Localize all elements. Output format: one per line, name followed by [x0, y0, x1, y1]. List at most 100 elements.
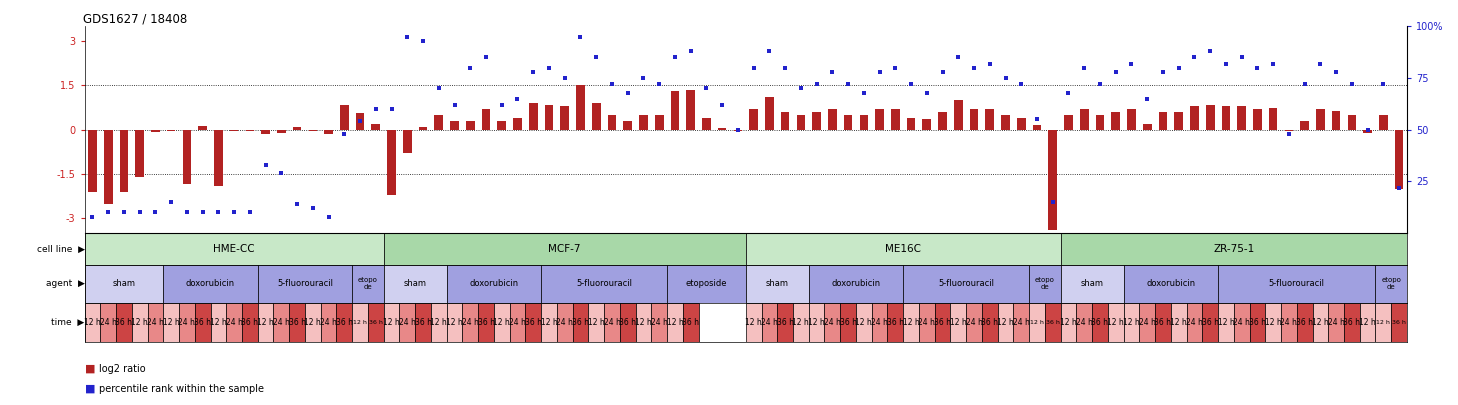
Text: 12 h: 12 h — [257, 318, 274, 327]
Bar — [668, 303, 682, 342]
Point — [962, 64, 986, 71]
Bar — [120, 130, 128, 192]
Bar — [434, 115, 443, 130]
Bar — [624, 121, 631, 130]
Text: 12 h: 12 h — [430, 318, 448, 327]
Bar — [372, 124, 381, 130]
Point — [411, 38, 434, 44]
Point — [695, 85, 719, 92]
Bar — [1222, 106, 1231, 130]
Point — [647, 81, 671, 87]
Point — [348, 118, 372, 125]
Text: 36 h: 36 h — [115, 318, 133, 327]
Bar — [981, 303, 997, 342]
Bar — [636, 303, 652, 342]
Point — [679, 48, 703, 54]
Bar — [1344, 303, 1360, 342]
Text: GDS1627 / 18408: GDS1627 / 18408 — [83, 12, 188, 25]
Bar — [462, 303, 478, 342]
Text: MCF-7: MCF-7 — [548, 244, 580, 254]
Point — [553, 75, 576, 81]
Text: 36 h: 36 h — [414, 318, 432, 327]
Point — [663, 54, 687, 61]
Bar — [1206, 104, 1215, 130]
Bar — [1328, 303, 1344, 342]
Bar — [1375, 265, 1407, 303]
Text: 24 h: 24 h — [919, 318, 935, 327]
Point — [710, 102, 733, 108]
Bar — [1060, 233, 1407, 265]
Bar — [289, 303, 305, 342]
Text: 36 h: 36 h — [1392, 320, 1406, 325]
Point — [631, 75, 655, 81]
Point — [207, 209, 230, 216]
Point — [1324, 68, 1347, 75]
Point — [96, 209, 120, 216]
Bar — [478, 303, 494, 342]
Bar — [152, 130, 160, 132]
Text: 24 h: 24 h — [99, 318, 117, 327]
Bar — [367, 303, 383, 342]
Text: 12 h: 12 h — [85, 318, 101, 327]
Bar — [1095, 115, 1104, 130]
Point — [1120, 60, 1143, 67]
Bar — [888, 303, 903, 342]
Text: 36 h: 36 h — [840, 318, 857, 327]
Bar — [1064, 115, 1073, 130]
Bar — [765, 97, 774, 130]
Bar — [529, 103, 538, 130]
Point — [1041, 199, 1064, 205]
Point — [506, 96, 529, 102]
Bar — [85, 233, 383, 265]
Bar — [935, 303, 951, 342]
Point — [1136, 96, 1159, 102]
Bar — [828, 109, 837, 130]
Point — [1372, 81, 1395, 87]
Bar — [446, 303, 462, 342]
Text: 36 h: 36 h — [478, 318, 494, 327]
Bar — [321, 303, 337, 342]
Point — [223, 209, 246, 216]
Bar — [824, 303, 840, 342]
Bar — [812, 112, 821, 130]
Point — [191, 209, 214, 216]
Bar — [682, 303, 698, 342]
Point — [254, 162, 277, 168]
Bar — [163, 303, 179, 342]
Text: 24 h: 24 h — [824, 318, 841, 327]
Point — [80, 213, 104, 220]
Bar — [210, 303, 226, 342]
Bar — [1252, 109, 1261, 130]
Bar — [1379, 115, 1388, 130]
Bar — [1111, 112, 1120, 130]
Bar — [147, 303, 163, 342]
Bar — [1347, 115, 1356, 130]
Text: 12 h: 12 h — [1123, 318, 1140, 327]
Text: 36 h: 36 h — [1343, 318, 1360, 327]
Bar — [541, 265, 668, 303]
Bar — [997, 303, 1013, 342]
Bar — [1296, 303, 1312, 342]
Bar — [388, 130, 397, 195]
Text: 5-fluorouracil: 5-fluorouracil — [277, 279, 332, 288]
Point — [1215, 60, 1238, 67]
Bar — [1029, 303, 1045, 342]
Bar — [796, 115, 805, 130]
Bar — [117, 303, 131, 342]
Bar — [604, 303, 620, 342]
Text: 12 h: 12 h — [1264, 318, 1282, 327]
Text: 36 h: 36 h — [572, 318, 589, 327]
Bar — [418, 127, 427, 130]
Bar — [356, 113, 364, 130]
Bar — [652, 303, 668, 342]
Text: 12 h: 12 h — [353, 320, 367, 325]
Bar — [1250, 303, 1266, 342]
Text: ZR-75-1: ZR-75-1 — [1213, 244, 1254, 254]
Point — [1182, 54, 1206, 61]
Bar — [1266, 303, 1282, 342]
Point — [1293, 81, 1317, 87]
Text: 12 h: 12 h — [1029, 320, 1044, 325]
Text: 24 h: 24 h — [321, 318, 337, 327]
Bar — [907, 118, 916, 130]
Text: 36 h: 36 h — [1296, 318, 1314, 327]
